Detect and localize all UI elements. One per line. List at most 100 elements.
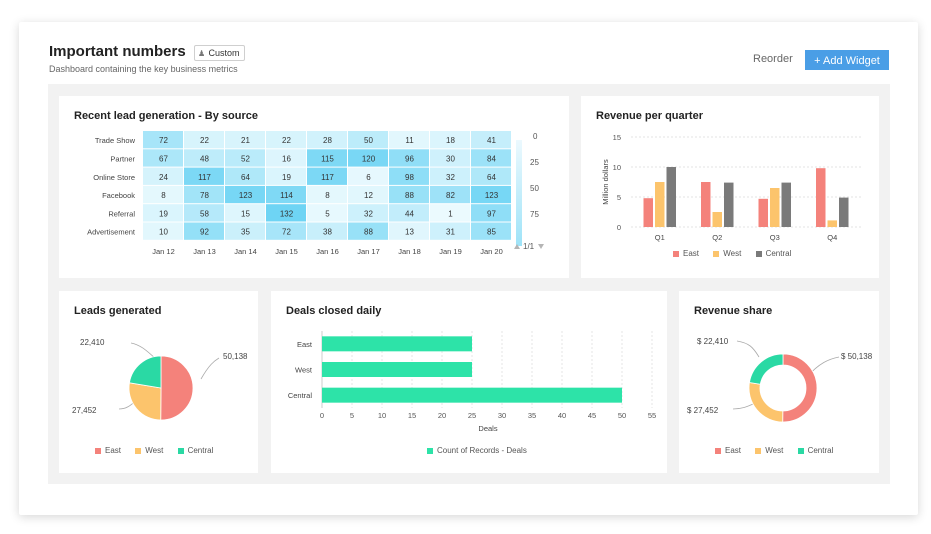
custom-badge[interactable]: ♟ Custom bbox=[194, 45, 245, 61]
heatmap-column-label: Jan 18 bbox=[398, 247, 421, 256]
legend-item-west[interactable]: West bbox=[713, 249, 741, 258]
legend-item-central[interactable]: Central bbox=[755, 249, 791, 258]
heatmap-cell-value: 50 bbox=[364, 136, 373, 145]
legend-item-east[interactable]: East bbox=[673, 249, 699, 258]
bar-west bbox=[827, 220, 837, 227]
heatmap-cell-value: 10 bbox=[159, 228, 168, 237]
revenue-quarter-legend: East West Central bbox=[667, 249, 797, 258]
heatmap-cell bbox=[471, 222, 511, 240]
heatmap-cell-value: 15 bbox=[241, 209, 250, 218]
heatmap-cell bbox=[430, 149, 470, 167]
heatmap-column-label: Jan 17 bbox=[357, 247, 380, 256]
heatmap-cell-value: 11 bbox=[405, 136, 414, 145]
reorder-button[interactable]: Reorder bbox=[753, 53, 793, 65]
heatmap-row-label: Advertisement bbox=[87, 228, 136, 237]
bar-west bbox=[712, 212, 722, 227]
y-tick-label: Central bbox=[288, 391, 313, 400]
bar-central bbox=[839, 197, 849, 227]
legend-item-east[interactable]: East bbox=[95, 446, 121, 455]
legend-item-east[interactable]: East bbox=[715, 446, 741, 455]
heatmap-cell-value: 97 bbox=[487, 209, 496, 218]
heatmap-widget: Recent lead generation - By source 0 25 … bbox=[59, 96, 569, 278]
heatmap-row-label: Partner bbox=[110, 154, 135, 163]
revenue-share-widget: Revenue share $ 22,410 $ 50,138 $ 27,452… bbox=[679, 291, 879, 473]
share-label-central: $ 22,410 bbox=[697, 337, 729, 346]
heatmap-cell bbox=[266, 149, 306, 167]
heatmap-column-label: Jan 12 bbox=[152, 247, 175, 256]
leads-slice-central bbox=[128, 355, 162, 389]
heatmap-cell-value: 6 bbox=[366, 173, 371, 182]
heatmap-cell bbox=[307, 222, 347, 240]
heatmap-cell-value: 88 bbox=[405, 191, 414, 200]
heatmap-cell bbox=[266, 131, 306, 149]
legend-item-central[interactable]: Central bbox=[797, 446, 833, 455]
heatmap-column-label: Jan 14 bbox=[234, 247, 257, 256]
heatmap-column-label: Jan 16 bbox=[316, 247, 339, 256]
leads-widget: Leads generated 22,410 50,138 27,452 Eas… bbox=[59, 291, 258, 473]
heatmap-cell-value: 114 bbox=[280, 191, 293, 200]
heatmap-cell-value: 117 bbox=[321, 173, 334, 182]
legend-item-central[interactable]: Central bbox=[177, 446, 213, 455]
leads-legend: East West Central bbox=[89, 446, 219, 455]
heatmap-column-label: Jan 13 bbox=[193, 247, 216, 256]
heatmap-cell-value: 13 bbox=[405, 228, 414, 237]
heatmap-cell-value: 32 bbox=[446, 173, 455, 182]
share-slice-central bbox=[748, 353, 784, 385]
y-tick-label: 0 bbox=[617, 223, 621, 232]
heatmap-cell-value: 21 bbox=[241, 136, 250, 145]
revenue-share-donut-chart: $ 22,410 $ 50,138 $ 27,452 bbox=[687, 337, 873, 423]
heatmap-cell bbox=[184, 149, 224, 167]
leads-pie-chart: 22,410 50,138 27,452 bbox=[72, 338, 248, 421]
add-widget-button[interactable]: + Add Widget bbox=[805, 50, 889, 70]
x-tick-label: 50 bbox=[618, 411, 626, 420]
heatmap-cell-value: 22 bbox=[200, 136, 209, 145]
heatmap-cell bbox=[307, 131, 347, 149]
heatmap-cell-value: 16 bbox=[282, 154, 291, 163]
heatmap-cell-value: 12 bbox=[364, 191, 373, 200]
bar-central bbox=[724, 182, 734, 227]
heatmap-cell bbox=[471, 149, 511, 167]
legend-item-west[interactable]: West bbox=[135, 446, 163, 455]
heatmap-title: Recent lead generation - By source bbox=[74, 110, 258, 122]
heatmap-cell-value: 85 bbox=[487, 228, 496, 237]
heatmap-cell-value: 5 bbox=[325, 209, 330, 218]
leads-label-east: 50,138 bbox=[223, 352, 248, 361]
heatmap-cell bbox=[307, 204, 347, 222]
revenue-share-legend: East West Central bbox=[709, 446, 839, 455]
x-tick-label: 0 bbox=[320, 411, 324, 420]
x-tick-label: 15 bbox=[408, 411, 416, 420]
x-tick-label: Q3 bbox=[770, 233, 780, 242]
bar-east bbox=[816, 168, 826, 227]
page-up-icon[interactable] bbox=[514, 244, 520, 249]
heatmap-cell bbox=[307, 185, 347, 204]
x-tick-label: 30 bbox=[498, 411, 506, 420]
custom-badge-label: Custom bbox=[208, 48, 240, 58]
heatmap-cell bbox=[389, 185, 429, 204]
heatmap-cell-value: 41 bbox=[487, 136, 496, 145]
heatmap-cell bbox=[307, 167, 347, 185]
heatmap-cell bbox=[143, 204, 183, 222]
page-subtitle: Dashboard containing the key business me… bbox=[49, 64, 238, 74]
heatmap-cell bbox=[266, 185, 306, 204]
heatmap-cell-value: 115 bbox=[321, 154, 334, 163]
heatmap-cell bbox=[225, 149, 265, 167]
heatmap-cell bbox=[184, 185, 224, 204]
page-down-icon[interactable] bbox=[538, 244, 544, 249]
heatmap-cell-value: 35 bbox=[241, 228, 250, 237]
heatmap-cell bbox=[471, 204, 511, 222]
legend-item-deals[interactable]: Count of Records - Deals bbox=[427, 446, 527, 455]
heatmap-cell bbox=[307, 149, 347, 167]
heatmap-cell bbox=[389, 204, 429, 222]
heatmap-row-label: Trade Show bbox=[95, 136, 136, 145]
heatmap-row-label: Referral bbox=[108, 209, 135, 218]
heatmap-cell-value: 8 bbox=[161, 191, 166, 200]
heatmap-cell-value: 1 bbox=[448, 209, 453, 218]
deals-bar bbox=[322, 336, 472, 352]
heatmap-cell bbox=[430, 167, 470, 185]
heatmap-cell bbox=[225, 222, 265, 240]
heatmap-cell-value: 67 bbox=[159, 154, 168, 163]
revenue-share-title: Revenue share bbox=[694, 305, 773, 317]
heatmap-scale-label: 50 bbox=[530, 184, 539, 193]
legend-item-west[interactable]: West bbox=[755, 446, 783, 455]
heatmap-cell bbox=[143, 222, 183, 240]
